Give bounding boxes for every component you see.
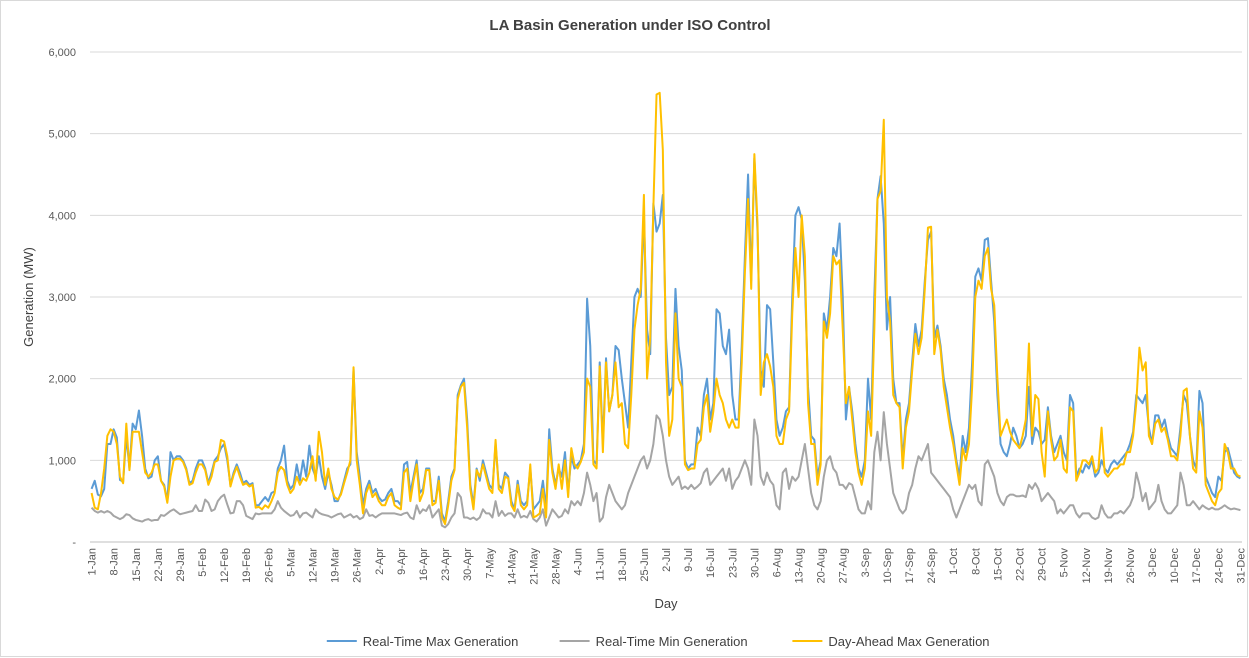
x-tick-label: 2-Jul [661, 548, 673, 572]
y-tick-label: 5,000 [48, 129, 76, 141]
x-tick-label: 30-Apr [462, 548, 474, 581]
x-tick-label: 26-Nov [1125, 548, 1137, 584]
x-tick-label: 29-Oct [1037, 548, 1049, 581]
x-tick-label: 22-Jan [153, 548, 165, 582]
x-tick-label: 27-Aug [838, 548, 850, 583]
x-tick-label: 20-Aug [816, 548, 828, 583]
y-tick-label: 2,000 [48, 374, 76, 386]
x-tick-label: 5-Feb [197, 548, 209, 577]
x-tick-label: 13-Aug [794, 548, 806, 583]
x-tick-label: 23-Apr [440, 548, 452, 581]
x-tick-label: 17-Dec [1191, 548, 1203, 584]
series-line [90, 411, 1241, 529]
x-tick-label: 29-Jan [175, 548, 187, 582]
x-tick-label: 11-Jun [595, 548, 607, 581]
x-tick-label: 19-Nov [1103, 548, 1115, 584]
x-tick-label: 31-Dec [1235, 548, 1247, 584]
x-tick-label: 25-Jun [639, 548, 651, 582]
x-tick-label: 12-Mar [308, 548, 320, 583]
x-tick-label: 17-Sep [904, 548, 916, 583]
x-tick-label: 19-Mar [330, 548, 342, 583]
x-tick-label: 18-Jun [617, 548, 629, 582]
x-axis-title: Day [654, 596, 678, 611]
x-tick-label: 15-Jan [131, 548, 143, 582]
x-tick-label: 3-Dec [1147, 548, 1159, 578]
chart-title: LA Basin Generation under ISO Control [489, 17, 770, 34]
x-tick-label: 9-Apr [396, 548, 408, 575]
x-tick-label: 6-Aug [771, 548, 783, 577]
y-tick-label: 1,000 [48, 455, 76, 467]
y-axis-title: Generation (MW) [21, 247, 36, 347]
x-tick-label: 19-Feb [241, 548, 253, 583]
x-tick-label: 16-Apr [418, 548, 430, 581]
x-tick-label: 22-Oct [1014, 548, 1026, 581]
series-line [90, 91, 1241, 526]
x-tick-label: 5-Mar [285, 548, 297, 577]
x-tick-label: 14-May [506, 548, 518, 585]
x-tick-label: 5-Nov [1059, 548, 1071, 578]
x-tick-label: 23-Jul [727, 548, 739, 578]
x-tick-label: 1-Jan [87, 548, 99, 576]
x-tick-label: 24-Dec [1213, 548, 1225, 584]
x-tick-label: 4-Jun [573, 548, 585, 576]
x-tick-label: 2-Apr [374, 548, 386, 575]
x-tick-label: 10-Sep [882, 548, 894, 583]
x-tick-label: 8-Oct [970, 548, 982, 575]
x-tick-label: 28-May [551, 548, 563, 585]
x-tick-label: 8-Jan [109, 548, 121, 576]
x-tick-label: 24-Sep [926, 548, 938, 583]
x-tick-label: 10-Dec [1169, 548, 1181, 584]
x-tick-label: 30-Jul [749, 548, 761, 578]
x-tick-label: 12-Nov [1081, 548, 1093, 584]
y-tick-label: 4,000 [48, 210, 76, 222]
x-tick-label: 9-Jul [683, 548, 695, 572]
y-tick-label: 3,000 [48, 292, 76, 304]
x-tick-label: 7-May [484, 548, 496, 579]
x-tick-label: 16-Jul [705, 548, 717, 578]
x-tick-label: 12-Feb [219, 548, 231, 583]
x-tick-label: 15-Oct [992, 548, 1004, 581]
y-tick-label: - [72, 537, 76, 549]
x-tick-label: 26-Mar [352, 548, 364, 583]
legend-label: Real-Time Min Generation [596, 634, 748, 649]
y-tick-label: 6,000 [48, 47, 76, 59]
legend-label: Real-Time Max Generation [363, 634, 519, 649]
x-tick-label: 26-Feb [263, 548, 275, 583]
x-tick-label: 3-Sep [860, 548, 872, 577]
legend-label: Day-Ahead Max Generation [828, 634, 989, 649]
x-tick-label: 1-Oct [948, 548, 960, 575]
x-tick-label: 21-May [528, 548, 540, 585]
